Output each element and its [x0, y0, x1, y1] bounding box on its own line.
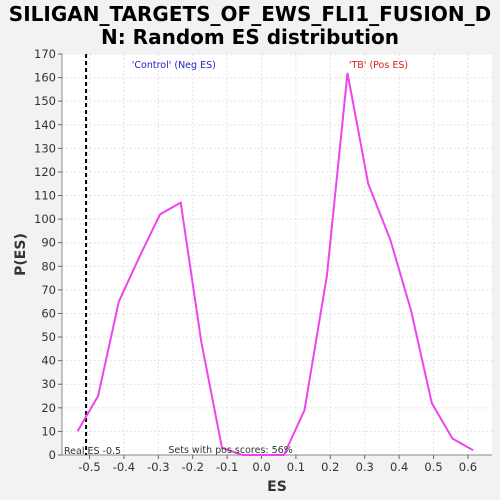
chart-title-line-1: SILIGAN_TARGETS_OF_EWS_FLI1_FUSION_D	[9, 2, 491, 26]
x-tick-label: 0.4	[390, 460, 408, 474]
y-tick-label: 30	[41, 377, 56, 391]
x-tick-label: 0.5	[424, 460, 442, 474]
x-tick-label: 0.6	[459, 460, 477, 474]
x-tick-label: -0.1	[216, 460, 238, 474]
y-tick-label: 40	[41, 354, 56, 368]
x-tick-label: -0.5	[78, 460, 100, 474]
y-tick-label: 50	[41, 330, 56, 344]
neg-es-label: 'Control' (Neg ES)	[132, 60, 216, 71]
y-tick-label: 130	[34, 141, 56, 155]
chart-title-line-2: N: Random ES distribution	[101, 25, 399, 49]
y-tick-label: 170	[34, 47, 56, 61]
y-tick-label: 10	[41, 424, 56, 438]
real-es-label: Real ES -0.5	[64, 446, 121, 457]
x-tick-label: -0.2	[181, 460, 203, 474]
y-tick-label: 60	[41, 306, 56, 320]
plot-area	[62, 54, 492, 455]
x-axis-label: ES	[267, 479, 287, 495]
y-tick-label: 70	[41, 283, 56, 297]
x-tick-label: 0.0	[252, 460, 270, 474]
y-tick-label: 150	[34, 94, 56, 108]
y-axis-label: P(ES)	[13, 233, 29, 276]
y-tick-label: 80	[41, 259, 56, 273]
x-tick-label: 0.3	[356, 460, 374, 474]
y-tick-label: 140	[34, 118, 56, 132]
y-tick-label: 20	[41, 401, 56, 415]
y-tick-label: 90	[41, 236, 56, 250]
y-tick-label: 120	[34, 165, 56, 179]
x-tick-label: -0.4	[113, 460, 135, 474]
y-tick-label: 160	[34, 71, 56, 85]
x-tick-label: -0.3	[147, 460, 169, 474]
y-tick-label: 0	[49, 448, 56, 462]
y-tick-label: 110	[34, 189, 56, 203]
y-ticks: 0 10 20 30 40 50 60 70 80 90 100 110 120 130 140 150 160…	[34, 47, 62, 462]
x-tick-label: 0.1	[287, 460, 305, 474]
y-tick-label: 100	[34, 212, 56, 226]
pos-scores-label: Sets with pos scores: 56%	[168, 445, 292, 456]
pos-es-label: 'TB' (Pos ES)	[349, 60, 408, 71]
x-ticks: -0.5 -0.4 -0.3 -0.2 -0.1 0.0 0.1 0.2 0.3 0.4 0.5 0.…	[78, 455, 477, 474]
x-tick-label: 0.2	[321, 460, 339, 474]
